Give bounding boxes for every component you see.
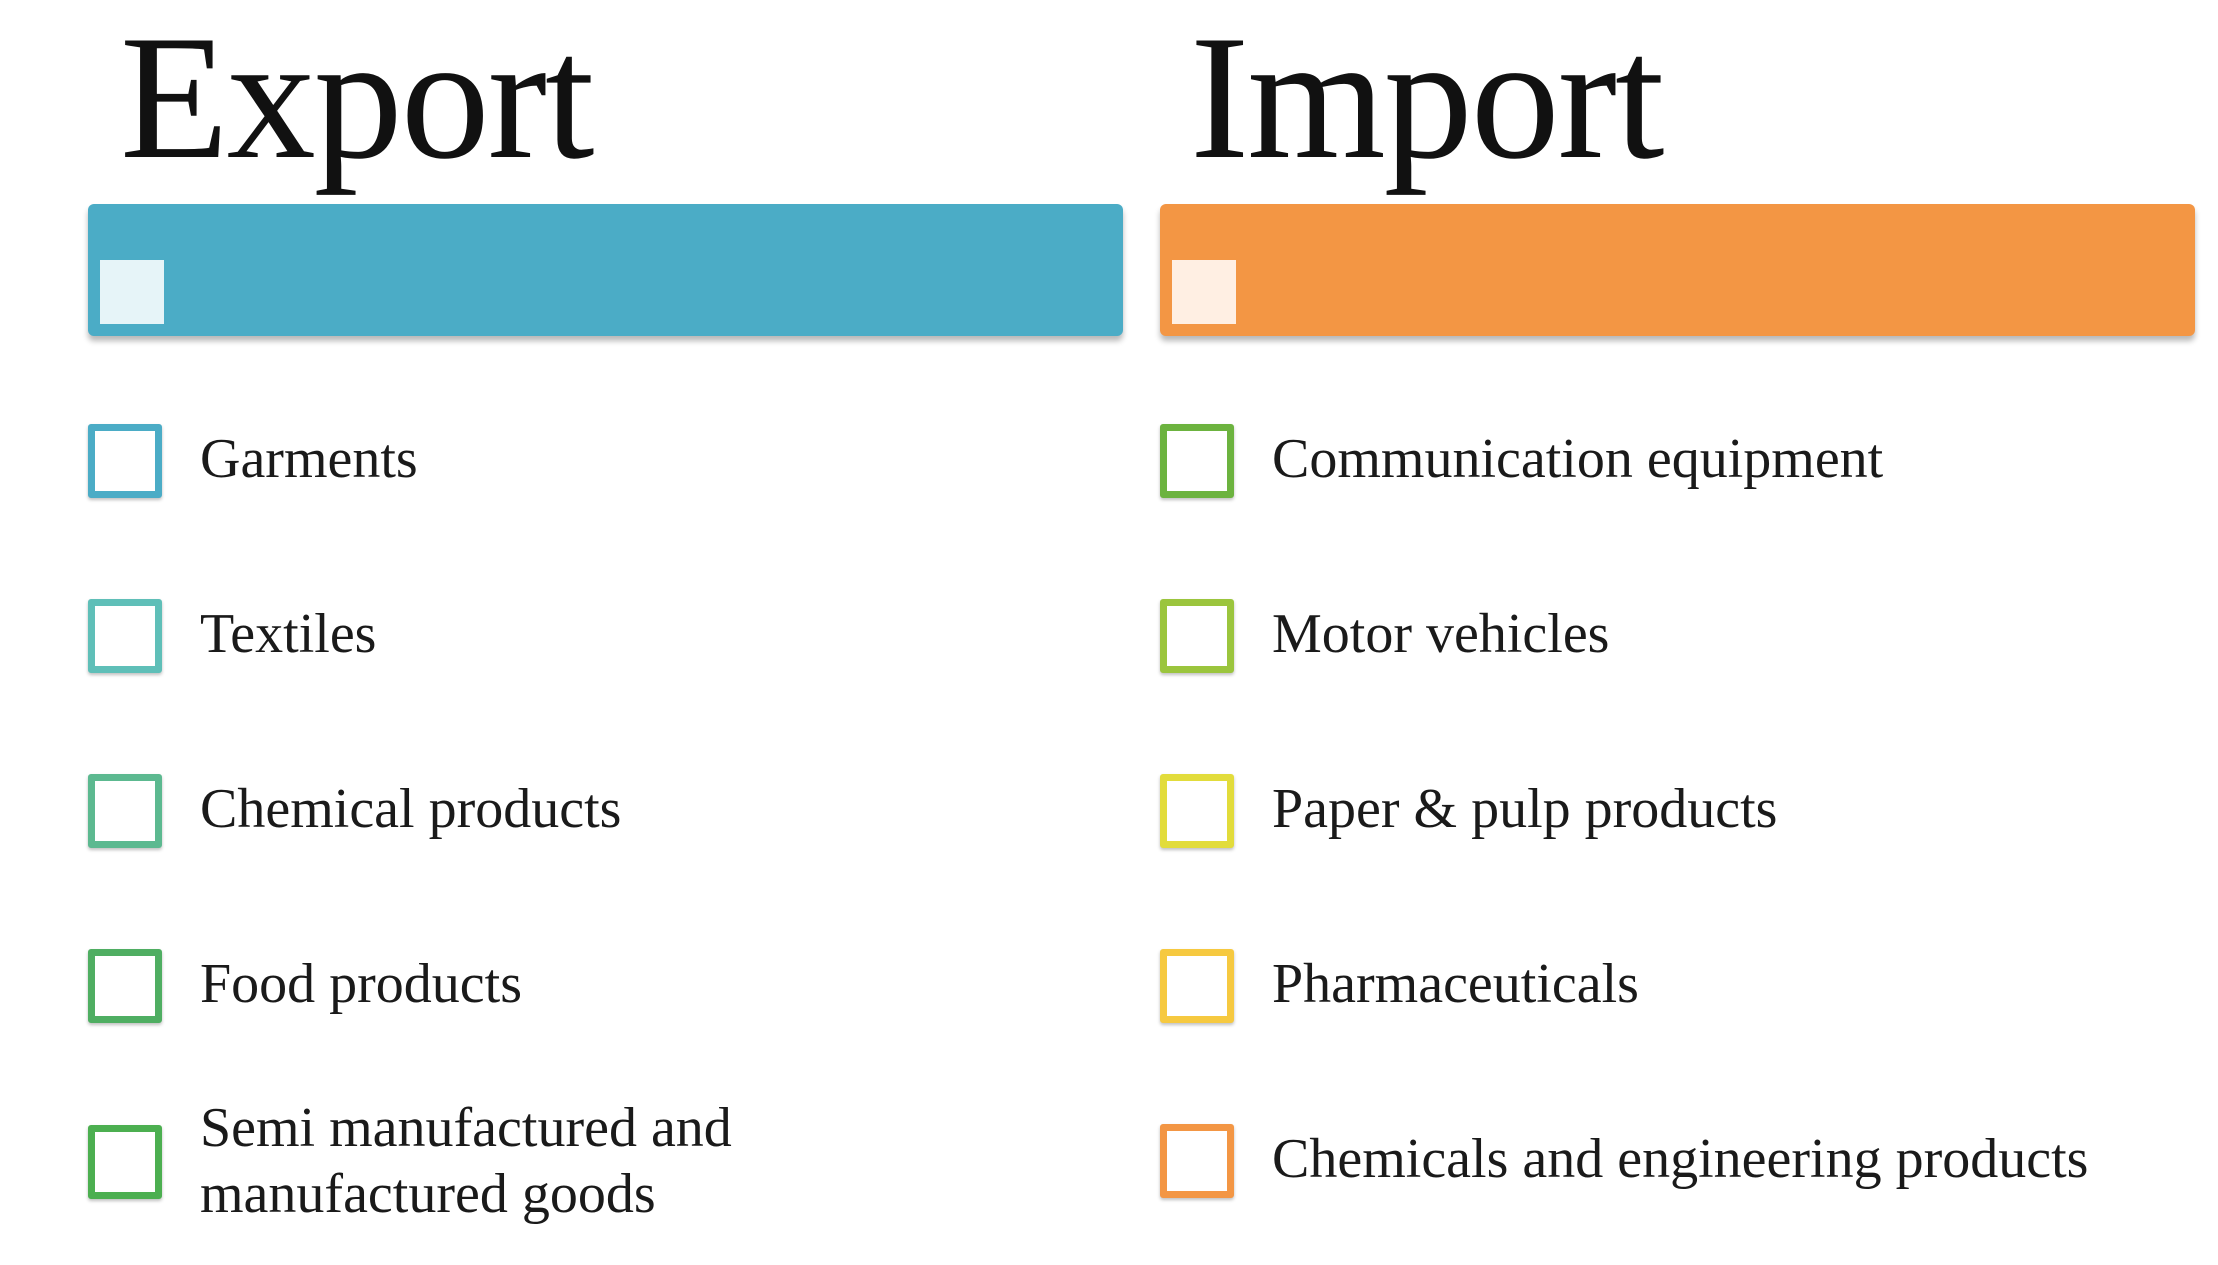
import-item-label: Chemicals and engineering products bbox=[1272, 1128, 2089, 1190]
import-item-label: Communication equipment bbox=[1272, 428, 1884, 490]
import-item-label: Paper & pulp products bbox=[1272, 778, 1778, 840]
import-header-marker bbox=[1172, 260, 1236, 324]
export-header-bar bbox=[88, 204, 1123, 336]
export-header-marker bbox=[100, 260, 164, 324]
import-item-pharmaceuticals: Pharmaceuticals bbox=[1160, 935, 2195, 1055]
import-item-label: Motor vehicles bbox=[1272, 603, 1610, 665]
checkbox-icon bbox=[1160, 949, 1234, 1023]
export-item-food-products: Food products bbox=[88, 935, 1123, 1055]
checkbox-icon bbox=[1160, 1124, 1234, 1198]
import-header-bar bbox=[1160, 204, 2195, 336]
export-item-label-line2: manufactured goods bbox=[200, 1163, 656, 1225]
import-item-chemicals-engineering: Chemicals and engineering products bbox=[1160, 1110, 2195, 1230]
import-item-paper-pulp-products: Paper & pulp products bbox=[1160, 760, 2195, 880]
checkbox-icon bbox=[1160, 599, 1234, 673]
checkbox-icon bbox=[88, 599, 162, 673]
import-item-communication-equipment: Communication equipment bbox=[1160, 410, 2195, 530]
import-item-label: Pharmaceuticals bbox=[1272, 953, 1639, 1015]
export-item-garments: Garments bbox=[88, 410, 1123, 530]
import-column: Import Communication equipment Motor veh… bbox=[1160, 0, 2195, 1265]
export-item-label: Chemical products bbox=[200, 778, 622, 840]
export-item-chemical-products: Chemical products bbox=[88, 760, 1123, 880]
export-item-label: Semi manufactured and bbox=[200, 1097, 732, 1159]
export-column: Export Garments Textiles Chemical produc… bbox=[88, 0, 1123, 1265]
checkbox-icon bbox=[88, 1125, 162, 1199]
export-item-label: Garments bbox=[200, 428, 418, 490]
export-item-label: Textiles bbox=[200, 603, 377, 665]
checkbox-icon bbox=[88, 949, 162, 1023]
import-item-motor-vehicles: Motor vehicles bbox=[1160, 585, 2195, 705]
import-title: Import bbox=[1190, 0, 1664, 196]
checkbox-icon bbox=[88, 424, 162, 498]
export-item-manufactured-goods: Semi manufactured and manufactured goods bbox=[88, 1095, 1123, 1245]
checkbox-icon bbox=[88, 774, 162, 848]
export-item-textiles: Textiles bbox=[88, 585, 1123, 705]
export-title: Export bbox=[120, 0, 594, 196]
checkbox-icon bbox=[1160, 774, 1234, 848]
export-item-label: Food products bbox=[200, 953, 522, 1015]
checkbox-icon bbox=[1160, 424, 1234, 498]
